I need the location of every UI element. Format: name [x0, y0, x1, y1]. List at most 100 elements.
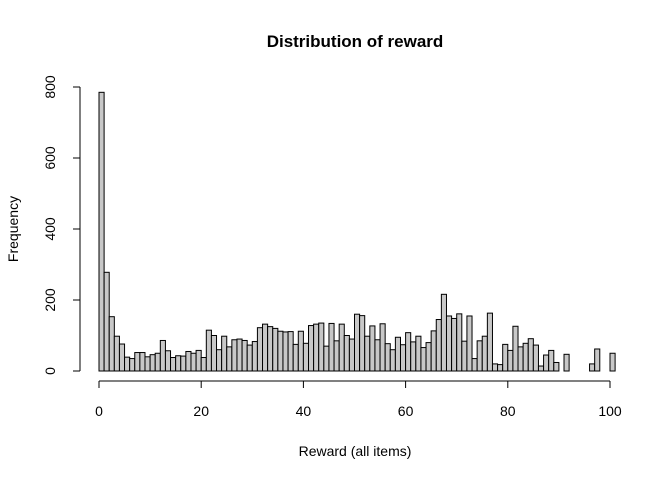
histogram-bar [256, 327, 264, 372]
histogram-bar [195, 349, 202, 372]
histogram-bar [435, 319, 442, 372]
x-tick-label: 0 [95, 403, 103, 419]
histogram-bar [394, 336, 401, 372]
histogram-bar [399, 344, 407, 372]
histogram-bar [440, 293, 447, 372]
histogram-bar [537, 365, 545, 372]
histogram-bar [420, 347, 427, 372]
histogram-bar [359, 315, 366, 372]
histogram-bar [410, 341, 417, 372]
histogram-bar [348, 338, 356, 372]
x-tick-label: 40 [296, 403, 312, 419]
x-tick-label: 60 [398, 403, 414, 419]
y-tick-label: 800 [42, 75, 58, 99]
histogram-bar [354, 313, 361, 372]
histogram-bar [221, 335, 228, 372]
x-tick-label: 20 [193, 403, 209, 419]
histogram-bar [497, 364, 504, 372]
histogram-bar [553, 361, 560, 372]
histogram-bar [205, 329, 212, 372]
histogram-bar [180, 355, 187, 372]
histogram-bar [164, 350, 172, 372]
histogram-bar [609, 352, 616, 372]
histogram-bar [231, 339, 238, 372]
histogram-bar [113, 335, 120, 372]
histogram-bar [369, 325, 376, 372]
histogram-bar [118, 343, 126, 372]
histogram-bar [532, 344, 539, 372]
histogram-bar [292, 343, 299, 372]
histogram-bar [343, 335, 350, 372]
histogram-bar [456, 313, 463, 372]
y-tick-label: 600 [42, 146, 58, 170]
chart-title: Distribution of reward [267, 32, 444, 51]
histogram-bar [297, 330, 304, 372]
histogram-bar [134, 352, 141, 372]
x-tick-label: 100 [598, 403, 622, 419]
histogram-bar [486, 312, 493, 372]
histogram-bar [389, 349, 396, 372]
histogram-bar [415, 335, 422, 372]
histogram-bar [461, 340, 468, 372]
histogram-bar [226, 346, 233, 372]
y-axis: 0 200 400 600 800 [42, 75, 81, 375]
histogram-bar [476, 340, 483, 372]
histogram-bar [210, 335, 218, 372]
histogram-bar [563, 353, 570, 372]
histogram-bar [379, 323, 386, 372]
y-axis-label: Frequency [5, 196, 21, 262]
histogram-bar [236, 338, 243, 372]
histogram-bar [522, 342, 529, 372]
histogram-bar [517, 346, 524, 372]
histogram-bar [170, 357, 177, 372]
histogram-bar [246, 344, 253, 372]
histogram-bar [108, 316, 115, 372]
histogram-bar [527, 338, 534, 372]
histogram-bar [98, 91, 105, 372]
histogram-bar [548, 349, 555, 372]
histogram-bar [430, 330, 437, 372]
histogram-bar [374, 339, 381, 372]
histogram-bar [241, 339, 248, 372]
histogram-bar [175, 355, 182, 372]
histogram-bar [328, 322, 335, 372]
histogram-bar [471, 358, 478, 372]
histogram-bar [589, 363, 596, 372]
histogram-bar [144, 356, 151, 372]
x-axis: 0 20 40 60 80 100 [95, 380, 622, 419]
histogram-bar [267, 326, 274, 372]
histogram-bar [149, 354, 156, 372]
histogram-bar [445, 315, 453, 372]
histogram-bar [466, 315, 473, 372]
histogram-bar [323, 345, 330, 372]
histogram-bar [124, 356, 131, 372]
histogram-bar [272, 327, 279, 372]
histogram-bar [308, 325, 315, 372]
histogram-bar [282, 331, 289, 372]
y-tick-label: 0 [42, 367, 58, 375]
histogram-bar [154, 352, 161, 372]
histogram-bar [185, 350, 192, 372]
histogram-bar [384, 343, 391, 372]
histogram-bar [262, 323, 269, 372]
histogram-bar [425, 342, 432, 372]
histogram-bar [287, 331, 294, 372]
histogram-bar [333, 340, 340, 372]
histogram-bar [200, 357, 207, 372]
histogram-bar [481, 335, 488, 372]
histogram-bar [139, 352, 146, 372]
histogram-bar [103, 271, 110, 372]
histogram-bar [502, 343, 509, 372]
histogram-bar [543, 354, 550, 372]
histogram-bar [302, 342, 310, 372]
histogram-bar [190, 352, 197, 372]
x-axis-label: Reward (all items) [299, 443, 412, 459]
y-tick-label: 400 [42, 217, 58, 241]
histogram-bar [507, 349, 514, 372]
histogram-bar [129, 358, 136, 372]
bars-group [98, 91, 616, 372]
histogram-bar [159, 339, 166, 372]
histogram-bar [338, 323, 345, 372]
x-tick-label: 80 [500, 403, 516, 419]
